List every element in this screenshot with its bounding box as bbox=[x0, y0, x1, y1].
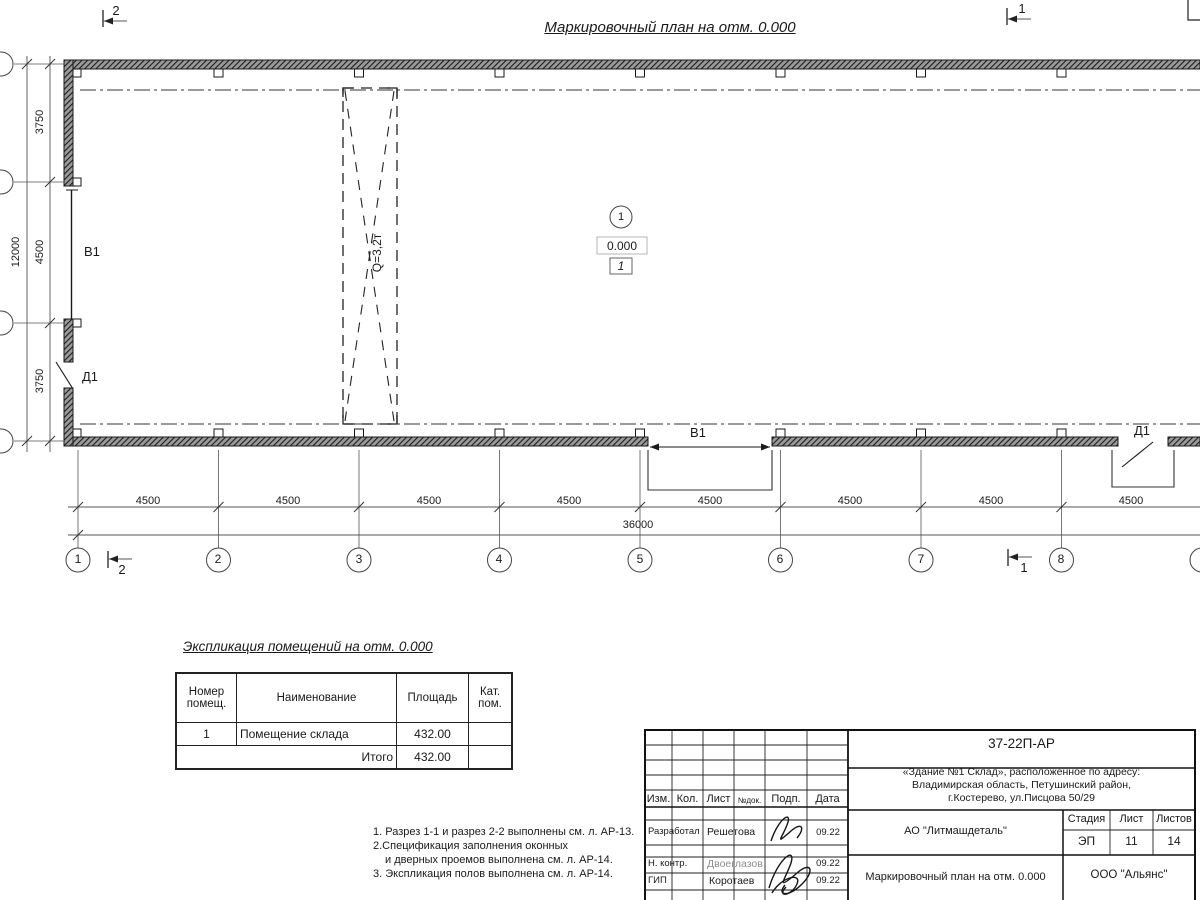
col-header-number: Номер помещ. bbox=[175, 672, 237, 723]
dim-total-height: 12000 bbox=[10, 236, 22, 268]
grid-bubble-6: 6 bbox=[776, 552, 784, 566]
grid-bubble-3: 3 bbox=[355, 552, 363, 566]
section-marker-2-bottom: 2 bbox=[118, 562, 126, 577]
door-label-left: Д1 bbox=[82, 369, 99, 384]
sheet-value: 11 bbox=[1125, 834, 1138, 848]
dim-bay-6: 4500 bbox=[837, 495, 863, 507]
section-marker-1-top: 1 bbox=[1018, 1, 1026, 16]
stamp-col-doc: №док. bbox=[737, 796, 762, 805]
note-line: 1. Разрез 1-1 и разрез 2-2 выполнены см.… bbox=[373, 826, 635, 838]
name-gip: Коротаев bbox=[709, 875, 755, 887]
sheet-notes: 1. Разрез 1-1 и разрез 2-2 выполнены см.… bbox=[373, 825, 634, 881]
section-marker-lines bbox=[102, 8, 1032, 568]
grid-bubble-2: 2 bbox=[214, 552, 222, 566]
customer-company: АО "Литмашдеталь" bbox=[904, 825, 1007, 837]
note-line: 3. Экспликация полов выполнена см. л. АР… bbox=[373, 868, 613, 880]
table-total-row: Итого 432.00 bbox=[175, 745, 513, 770]
door-label-bottom: Д1 bbox=[1133, 423, 1151, 438]
stamp-col-izm: Изм. bbox=[646, 793, 671, 805]
dim-bay-8: 4500 bbox=[1118, 495, 1144, 507]
dim-bay-7: 4500 bbox=[978, 495, 1004, 507]
project-address-line: Владимирская область, Петушинский район, bbox=[911, 779, 1131, 791]
cell-room-name: Помещение склада bbox=[236, 722, 397, 746]
project-address-line: «Здание №1 Склад», расположенное по адре… bbox=[902, 766, 1141, 778]
stage-value: ЭП bbox=[1077, 834, 1096, 848]
role-gip: ГИП bbox=[648, 875, 667, 886]
role-ncontrol: Н. контр. bbox=[648, 858, 688, 869]
explication-header-row: Номер помещ. Наименование Площадь Кат. п… bbox=[175, 672, 513, 723]
col-header-category: Кат. пом. bbox=[468, 672, 513, 723]
stamp-lines bbox=[644, 729, 1196, 900]
dim-left-4500: 4500 bbox=[34, 239, 46, 265]
sheets-value: 14 bbox=[1167, 834, 1181, 848]
date-ncontrol: 09.22 bbox=[816, 858, 840, 869]
room-number-box: 1 bbox=[617, 259, 625, 273]
grid-bubble-8: 8 bbox=[1057, 552, 1065, 566]
design-org: ООО "Альянс" bbox=[1090, 869, 1168, 881]
grid-bubble-1: 1 bbox=[74, 552, 82, 566]
doc-number: 37-22П-АР bbox=[988, 736, 1055, 751]
date-developer: 09.22 bbox=[816, 827, 840, 838]
grid-bubble-7: 7 bbox=[917, 552, 925, 566]
date-gip: 09.22 bbox=[816, 875, 840, 886]
explication-title: Экспликация помещений на отм. 0.000 bbox=[183, 639, 433, 654]
dim-bay-4: 4500 bbox=[556, 495, 582, 507]
sheet-label: Лист bbox=[1119, 813, 1144, 825]
cell-room-area: 432.00 bbox=[396, 722, 469, 746]
dim-bay-5: 4500 bbox=[697, 495, 723, 507]
name-developer: Решетова bbox=[707, 826, 756, 838]
note-line: 2.Спецификация заполнения оконных bbox=[373, 840, 569, 852]
window-label-left: В1 bbox=[84, 244, 100, 259]
section-marker-2-top: 2 bbox=[112, 3, 120, 18]
drawing-title: Маркировочный план на отм. 0.000 bbox=[544, 19, 796, 36]
grid-bubble-5: 5 bbox=[636, 552, 644, 566]
cell-total-label: Итого bbox=[175, 745, 397, 770]
col-header-area: Площадь bbox=[396, 672, 469, 723]
project-address-line: г.Костерево, ул.Писцова 50/29 bbox=[948, 792, 1095, 804]
role-developer: Разработал bbox=[648, 826, 700, 837]
dim-bay-1: 4500 bbox=[135, 495, 161, 507]
stage-label: Стадия bbox=[1067, 813, 1106, 825]
note-line: и дверных проемов выполнена см. л. АР-14… bbox=[385, 854, 613, 866]
window-label-bottom: В1 bbox=[690, 425, 706, 440]
table-row: 1 Помещение склада 432.00 bbox=[175, 722, 513, 746]
sheets-label: Листов bbox=[1156, 813, 1192, 825]
room-elevation: 0.000 bbox=[606, 239, 638, 253]
grid-bubble-4: 4 bbox=[495, 552, 503, 566]
stamp-col-kol: Кол. bbox=[676, 793, 699, 805]
dim-left-3750-top: 3750 bbox=[34, 109, 46, 135]
cell-room-category bbox=[468, 722, 513, 746]
dim-left-3750-bottom: 3750 bbox=[34, 368, 46, 394]
stamp-col-data: Дата bbox=[815, 793, 840, 805]
section-marker-1-bottom: 1 bbox=[1020, 560, 1028, 575]
cell-total-value: 432.00 bbox=[396, 745, 469, 770]
dim-bay-3: 4500 bbox=[416, 495, 442, 507]
dim-total-width: 36000 bbox=[622, 519, 654, 531]
stamp-col-list: Лист bbox=[706, 793, 731, 805]
col-header-name: Наименование bbox=[236, 672, 397, 723]
cell-room-number: 1 bbox=[175, 722, 237, 746]
crane-capacity-label: Q=3,2т bbox=[370, 233, 384, 273]
name-ncontrol: Двоеглазов bbox=[707, 858, 763, 870]
stamp-col-podp: Подп. bbox=[771, 793, 801, 805]
room-marker-number: 1 bbox=[617, 211, 625, 223]
signature-strokes bbox=[768, 816, 811, 895]
cell-total-category bbox=[468, 745, 513, 770]
stamp-sheet-title: Маркировочный план на отм. 0.000 bbox=[865, 871, 1046, 883]
dim-bay-2: 4500 bbox=[275, 495, 301, 507]
explication-table: Номер помещ. Наименование Площадь Кат. п… bbox=[175, 672, 513, 770]
